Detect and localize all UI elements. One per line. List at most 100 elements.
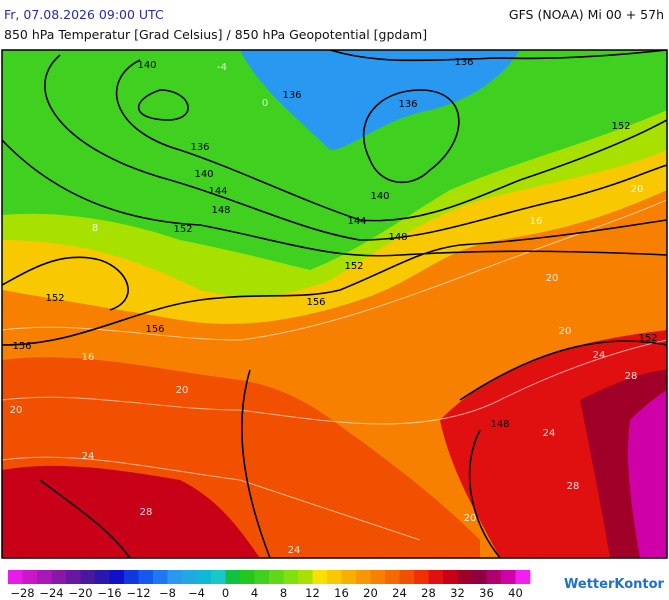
colorbar-segment [240,570,255,584]
temperature-label: 0 [262,98,268,109]
colorbar-label: −24 [39,586,63,600]
temperature-label: 28 [140,507,153,518]
contour-label: 148 [211,205,230,216]
subtitle: 850 hPa Temperatur [Grad Celsius] / 850 … [4,27,427,42]
temperature-label: 20 [559,326,572,337]
temperature-label: 16 [530,216,543,227]
temperature-label: 20 [464,513,477,524]
contour-label: 156 [12,341,31,352]
colorbar-segment [370,570,386,584]
colorbar-segment [51,570,67,584]
temperature-label: 24 [593,350,606,361]
colorbar-segment [66,570,81,584]
colorbar-segment [298,570,313,584]
colorbar-segment [399,570,415,584]
colorbar-segment [312,570,328,584]
temperature-label: 20 [631,184,644,195]
colorbar-segment [37,570,52,584]
colorbar-label: 24 [392,586,407,600]
colorbar-label: −12 [126,586,150,600]
contour-label: 148 [388,232,407,243]
colorbar-label: −8 [159,586,176,600]
temperature-label: 24 [543,428,556,439]
temperature-label: 28 [567,481,580,492]
colorbar-segment [196,570,212,584]
colorbar-segment [225,570,241,584]
contour-label: 136 [454,57,473,68]
temperature-label: 20 [176,385,189,396]
temperature-label: 20 [10,405,23,416]
contour-label: 152 [173,224,192,235]
colorbar-label: 8 [280,586,287,600]
temperature-label: 8 [92,223,98,234]
temperature-label: 28 [625,371,638,382]
colorbar-segment [153,570,168,584]
colorbar-label: 32 [450,586,465,600]
colorbar-segment [182,570,197,584]
colorbar-segment [109,570,125,584]
colorbar-segment [167,570,183,584]
colorbar-segment [385,570,400,584]
contour-label: 156 [145,324,164,335]
contour-label: 140 [194,169,213,180]
temperature-label: 16 [82,352,95,363]
colorbar-label: 40 [508,586,523,600]
date: Fr, 07.08.2026 09:00 UTC [4,7,164,22]
contour-label: 140 [370,191,389,202]
colorbar-label: −4 [188,586,205,600]
colorbar-segment [80,570,96,584]
colorbar-label: −28 [10,586,34,600]
temperature-label: 24 [288,545,301,556]
contour-label: 136 [190,142,209,153]
colorbar-segment [428,570,444,584]
colorbar-segment [414,570,429,584]
colorbar-label: 20 [363,586,378,600]
colorbar-label: 0 [222,586,229,600]
colorbar-label: 16 [334,586,349,600]
colorbar-segment [515,570,531,584]
contour-label: 156 [306,297,325,308]
temperature-label: 20 [546,273,559,284]
colorbar-segment [501,570,516,584]
colorbar-segment [327,570,342,584]
contour-label: 152 [638,333,657,344]
colorbar-segment [124,570,139,584]
colorbar-segment [443,570,458,584]
colorbar-segment [22,570,38,584]
colorbar-segment [211,570,226,584]
colorbar-label: −16 [97,586,121,600]
contour-label: 152 [611,121,630,132]
contour-label: 136 [282,90,301,101]
colorbar-segment [138,570,154,584]
colorbar-label: 4 [251,586,258,600]
contour-label: 144 [208,186,227,197]
map-area: 140 136 136 136 152 136 140 144 148 140 144 148 152 1… [2,50,667,558]
colorbar-label: 28 [421,586,436,600]
colorbar-segment [341,570,357,584]
colorbar-segment [8,570,23,584]
temperature-label: -4 [217,62,227,73]
model: GFS (NOAA) Mi 00 + 57h [509,7,664,22]
colorbar-segment [486,570,502,584]
colorbar-label: 36 [479,586,494,600]
map-frame [1,49,668,559]
contour-label: 140 [137,60,156,71]
colorbar-segment [269,570,284,584]
contour-label: 148 [490,419,509,430]
contour-label: 152 [344,261,363,272]
contour-label: 136 [398,99,417,110]
colorbar-label: −20 [68,586,92,600]
colorbar-segment [457,570,473,584]
temperature-label: 24 [82,451,95,462]
colorbar-segment [283,570,299,584]
colorbar-segment [95,570,110,584]
logo: WetterKontor [564,577,665,592]
colorbar-label: 12 [305,586,320,600]
contour-label: 152 [45,293,64,304]
contour-label: 144 [347,216,366,227]
colorbar-segment [472,570,487,584]
colorbar-segment [356,570,371,584]
colorbar-segment [254,570,270,584]
